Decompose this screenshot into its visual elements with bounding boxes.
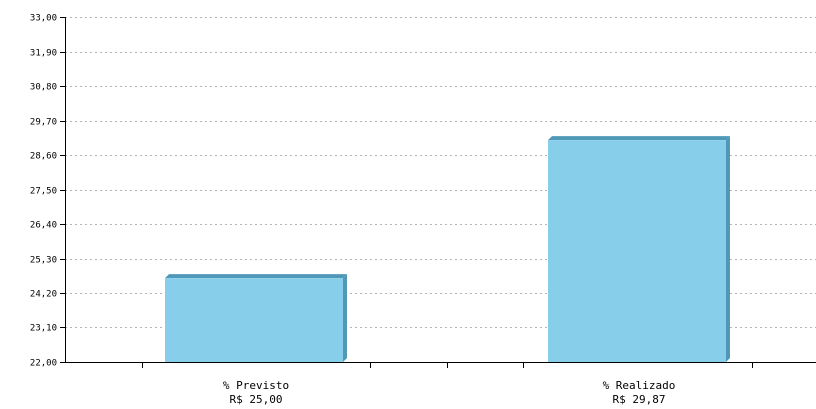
bar-side bbox=[726, 136, 730, 362]
bar-side bbox=[343, 274, 347, 362]
y-tick-label: 27,50 bbox=[30, 187, 57, 197]
y-tick-label: 30,80 bbox=[30, 83, 57, 93]
bars-layer bbox=[165, 136, 730, 362]
bar-top bbox=[165, 274, 347, 279]
x-category-label: % Previsto bbox=[223, 379, 289, 392]
x-category-sublabel: R$ 25,00 bbox=[230, 393, 283, 406]
x-category-label: % Realizado bbox=[603, 379, 676, 392]
y-tick-label: 26,40 bbox=[30, 221, 57, 231]
bar-top bbox=[548, 136, 730, 141]
bar bbox=[165, 278, 343, 362]
y-tick-label: 25,30 bbox=[30, 256, 57, 266]
y-tick-label: 31,90 bbox=[30, 49, 57, 59]
y-tick-label: 23,10 bbox=[30, 324, 57, 334]
y-tick-label: 33,00 bbox=[30, 14, 57, 24]
y-tick-label: 28,60 bbox=[30, 152, 57, 162]
y-tick-label: 24,20 bbox=[30, 290, 57, 300]
label-layer: 22,00 23,10 24,20 25,30 26,40 27,50 28,60 29,70… bbox=[30, 14, 676, 407]
x-category-sublabel: R$ 29,87 bbox=[613, 393, 666, 406]
bar bbox=[548, 140, 726, 362]
y-tick-label: 22,00 bbox=[30, 359, 57, 369]
axis-layer bbox=[60, 17, 816, 368]
y-tick-label: 29,70 bbox=[30, 118, 57, 128]
